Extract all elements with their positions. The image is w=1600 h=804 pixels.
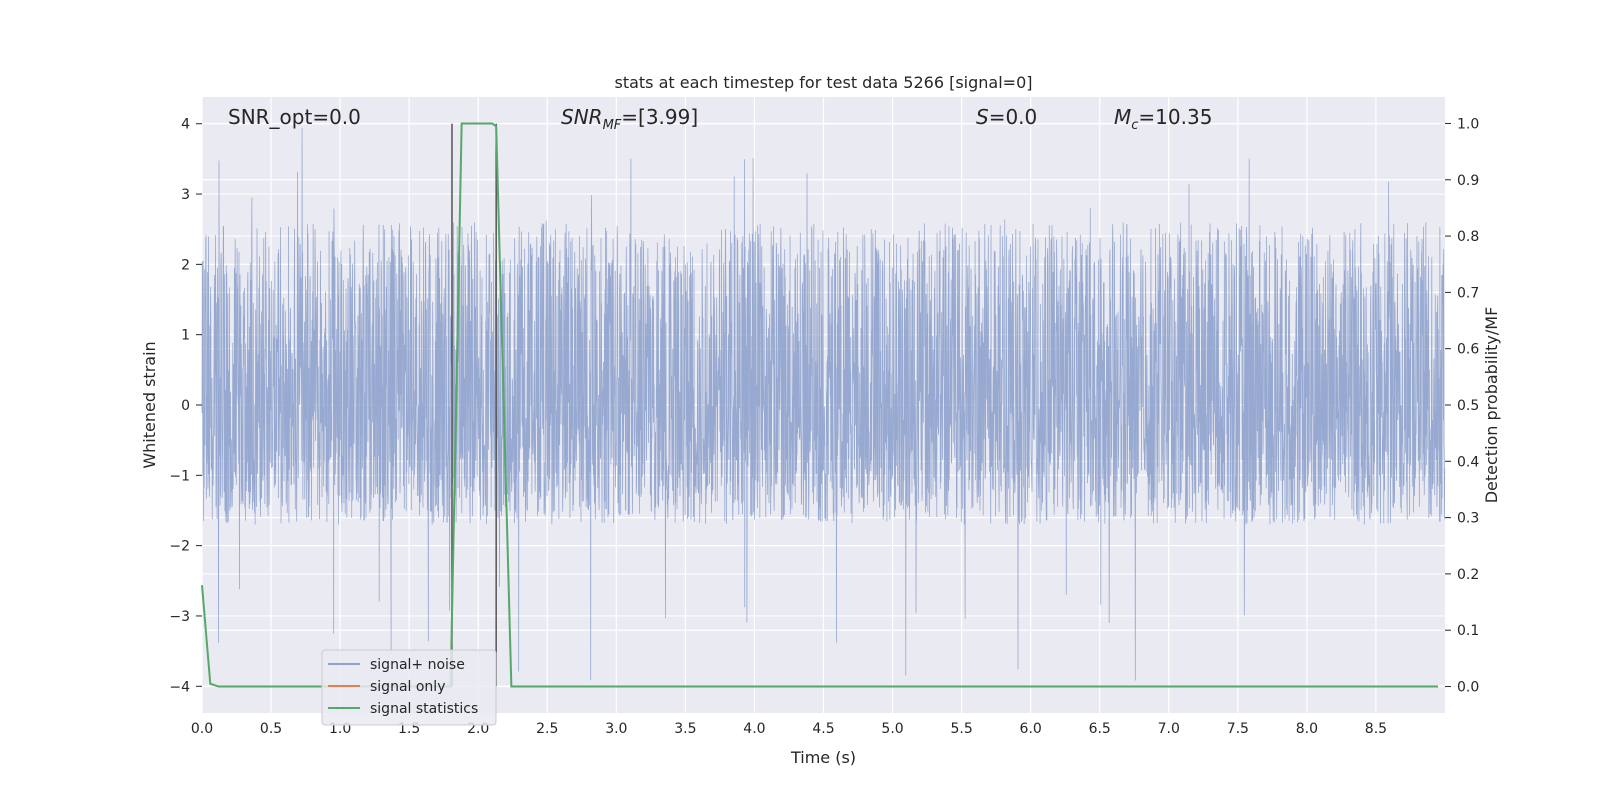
noise-trace [201, 127, 1446, 681]
x-tick-label: 6.5 [1089, 721, 1111, 737]
mc-subscript: c [1131, 118, 1138, 133]
x-tick-label: 6.0 [1020, 721, 1042, 737]
x-tick-label: 3.0 [605, 721, 627, 737]
x-tick-label: 5.5 [950, 721, 972, 737]
mc-value: =10.35 [1138, 105, 1212, 129]
legend-box [321, 649, 497, 726]
x-tick-label: 3.5 [674, 721, 696, 737]
s-symbol: S [976, 105, 989, 129]
left-y-axis-label: Whitened strain [140, 341, 159, 468]
right-y-tick-label: 0.7 [1457, 285, 1479, 301]
snr-opt-annotation: SNR_opt=0.0 [228, 105, 361, 129]
right-y-tick-label: 0.3 [1457, 511, 1479, 527]
snr-mf-value: =[3.99] [621, 105, 698, 129]
statistics-line-group [201, 122, 1439, 688]
x-tick-label: 4.5 [812, 721, 834, 737]
legend-label-signal-noise: signal+ noise [370, 657, 465, 673]
snr-mf-annotation: SNRMF=[3.99] [561, 105, 698, 133]
x-tick-label: 0.5 [260, 721, 282, 737]
x-tick-label: 7.5 [1227, 721, 1249, 737]
right-y-axis-label: Detection probability/MF [1482, 307, 1501, 504]
left-y-tick-label: 1 [181, 328, 190, 344]
left-y-tick-label: 3 [181, 187, 190, 203]
x-tick-label: 8.0 [1296, 721, 1318, 737]
snr-mf-symbol: SNR [561, 105, 603, 129]
right-y-tick-label: 0.1 [1457, 623, 1479, 639]
left-y-tick-label: 0 [181, 398, 190, 414]
legend: signal+ noise signal only signal statist… [321, 649, 497, 726]
left-y-tick-label: −3 [169, 609, 190, 625]
left-y-tick-labels: 4 3 2 1 0 −1 −2 −3 −4 [169, 117, 202, 695]
s-annotation: S=0.0 [976, 105, 1037, 129]
x-tick-label: 0.0 [191, 721, 213, 737]
mc-annotation: Mc=10.35 [1114, 105, 1212, 133]
s-value: =0.0 [989, 105, 1038, 129]
legend-label-signal-only: signal only [370, 679, 445, 695]
right-y-tick-labels: 1.0 0.9 0.8 0.7 0.6 0.5 0.4 0.3 0.2 0.1 0.0 [1445, 116, 1479, 696]
left-y-tick-label: −2 [169, 539, 190, 555]
right-y-tick-label: 0.2 [1457, 567, 1479, 583]
right-y-tick-label: 0.4 [1457, 454, 1479, 470]
right-y-tick-label: 0.9 [1457, 173, 1479, 189]
right-y-tick-label: 0.6 [1457, 342, 1479, 358]
chart-title: stats at each timestep for test data 526… [614, 73, 1032, 92]
right-y-tick-label: 0.5 [1457, 398, 1479, 414]
x-axis-label: Time (s) [790, 748, 856, 767]
right-y-tick-label: 0.8 [1457, 229, 1479, 245]
legend-label-signal-statistics: signal statistics [370, 701, 478, 717]
right-y-tick-label: 0.0 [1457, 680, 1479, 696]
snr-mf-subscript: MF [603, 118, 622, 133]
x-tick-label: 7.0 [1158, 721, 1180, 737]
x-tick-label: 4.0 [743, 721, 765, 737]
left-y-tick-label: 4 [181, 117, 190, 133]
signal-statistics-line [201, 122, 1439, 688]
mc-symbol: M [1114, 105, 1131, 129]
x-tick-label: 5.0 [881, 721, 903, 737]
right-y-tick-label: 1.0 [1457, 116, 1479, 132]
x-tick-label: 8.5 [1365, 721, 1387, 737]
x-tick-label: 2.5 [536, 721, 558, 737]
left-y-tick-label: −1 [169, 468, 190, 484]
signal-noise-line [201, 127, 1446, 681]
left-y-tick-label: 2 [181, 257, 190, 273]
left-y-tick-label: −4 [169, 679, 190, 695]
